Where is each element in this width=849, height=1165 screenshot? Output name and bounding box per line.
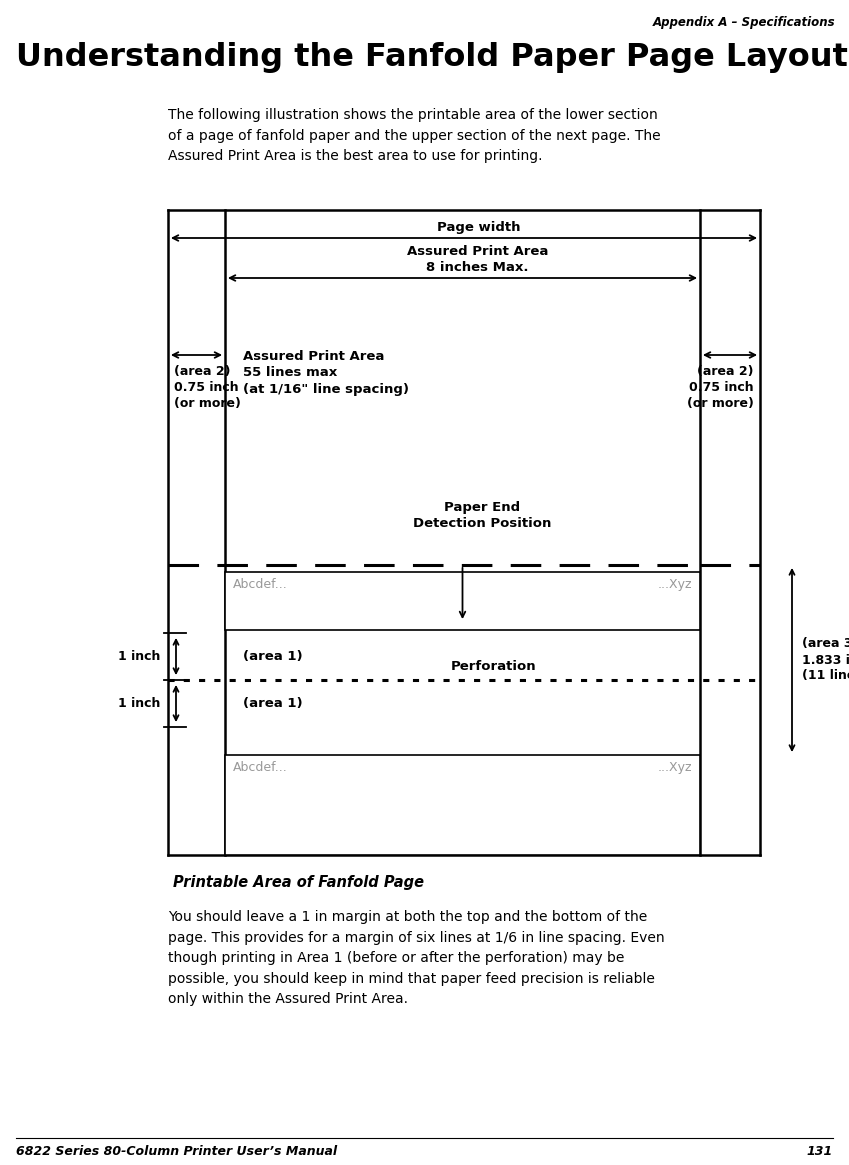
- Text: (area 1): (area 1): [243, 650, 302, 663]
- Text: The following illustration shows the printable area of the lower section
of a pa: The following illustration shows the pri…: [168, 108, 661, 163]
- Text: You should leave a 1 in margin at both the top and the bottom of the
page. This : You should leave a 1 in margin at both t…: [168, 910, 665, 1007]
- Text: Assured Print Area
55 lines max
(at 1/16" line spacing): Assured Print Area 55 lines max (at 1/16…: [243, 350, 409, 396]
- Text: 1 inch: 1 inch: [118, 650, 160, 663]
- Bar: [225, 572, 700, 630]
- Text: ...Xyz: ...Xyz: [657, 578, 692, 591]
- Text: ...Xyz: ...Xyz: [657, 761, 692, 774]
- Text: 131: 131: [807, 1145, 833, 1158]
- Text: Paper End
Detection Position: Paper End Detection Position: [413, 501, 552, 530]
- Text: Assured Print Area
8 inches Max.: Assured Print Area 8 inches Max.: [407, 245, 548, 274]
- Text: 1 inch: 1 inch: [118, 697, 160, 709]
- Text: Understanding the Fanfold Paper Page Layout: Understanding the Fanfold Paper Page Lay…: [16, 42, 848, 73]
- Text: (area 2)
0.75 inch
(or more): (area 2) 0.75 inch (or more): [687, 365, 754, 410]
- Text: (area 1): (area 1): [243, 697, 302, 709]
- Text: (area 3)
1.833 inches
(11 lines): (area 3) 1.833 inches (11 lines): [802, 637, 849, 683]
- Bar: [225, 755, 700, 855]
- Text: Appendix A – Specifications: Appendix A – Specifications: [652, 16, 835, 29]
- Text: Printable Area of Fanfold Page: Printable Area of Fanfold Page: [173, 875, 424, 890]
- Text: Abcdef...: Abcdef...: [233, 578, 288, 591]
- Text: Page width: Page width: [437, 221, 520, 234]
- Text: (area 2)
0.75 inch
(or more): (area 2) 0.75 inch (or more): [174, 365, 241, 410]
- Text: Perforation: Perforation: [451, 661, 537, 673]
- Text: 6822 Series 80-Column Printer User’s Manual: 6822 Series 80-Column Printer User’s Man…: [16, 1145, 337, 1158]
- Text: Abcdef...: Abcdef...: [233, 761, 288, 774]
